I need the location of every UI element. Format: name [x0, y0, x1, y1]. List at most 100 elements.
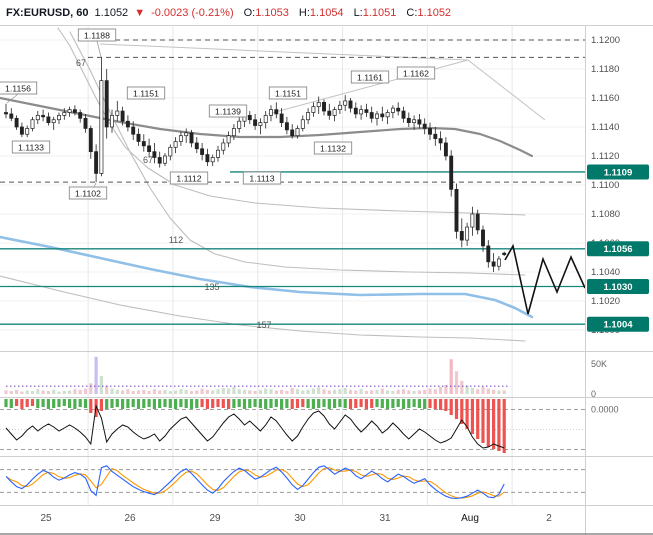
impulse-histogram-bar	[237, 399, 241, 407]
impulse-histogram-bar	[4, 399, 8, 407]
impulse-histogram-bar	[428, 399, 432, 408]
volume-tick-label: 0	[591, 389, 596, 399]
price-label-box[interactable]	[11, 140, 51, 154]
candle	[184, 132, 189, 137]
candle	[295, 128, 300, 137]
price-label-text: 1.1151	[133, 88, 159, 98]
volume-bar	[258, 389, 262, 394]
volume-bar	[492, 389, 496, 394]
impulse-histogram-bar	[168, 399, 172, 408]
impulse-histogram-bar	[274, 399, 278, 407]
curve-fan-157[interactable]	[0, 275, 526, 342]
annotation-leader-line	[96, 40, 102, 58]
volume-pane[interactable]	[4, 356, 511, 394]
price-label-box[interactable]	[242, 171, 282, 185]
candle	[428, 128, 432, 135]
impulse-histogram-bar	[338, 399, 342, 407]
impulse-histogram-bar	[221, 399, 225, 408]
impulse-histogram-bar	[258, 399, 262, 408]
price-label-text: 1.1132	[320, 143, 346, 153]
impulse-histogram-bar	[354, 399, 358, 408]
candle	[147, 145, 152, 153]
curve-fan-67[interactable]	[57, 27, 526, 216]
price-label-text: 1.1102	[75, 188, 101, 198]
volume-bar	[253, 391, 257, 394]
candle	[136, 133, 141, 142]
candle	[258, 122, 263, 126]
impulse-histogram-bar	[465, 399, 469, 429]
price-pane[interactable]	[0, 27, 585, 342]
impulse-histogram-bar	[68, 399, 72, 408]
change-value: -0.0023 (-0.21%)	[151, 6, 234, 19]
macd-pane[interactable]	[0, 399, 585, 453]
stochastic-pane[interactable]	[0, 465, 585, 500]
volume-bar	[481, 386, 485, 394]
volume-bar	[454, 371, 459, 394]
candle	[417, 119, 422, 125]
price-label-text: 1.1162	[403, 68, 429, 78]
volume-bar	[269, 389, 273, 394]
volume-bar	[142, 389, 146, 394]
price-label-box[interactable]	[313, 141, 353, 155]
price-tick-label: 1.1140	[591, 122, 619, 133]
candle	[25, 128, 30, 135]
volume-bar	[497, 390, 501, 394]
price-label-box[interactable]	[68, 186, 108, 200]
price-label-box[interactable]	[77, 28, 117, 42]
time-axis[interactable]: 25 26 29 30 31 Aug 2	[40, 513, 552, 524]
candle	[284, 122, 289, 131]
candle	[406, 117, 411, 124]
impulse-histogram-bar	[407, 399, 411, 408]
curve-fan-135[interactable]	[0, 235, 534, 319]
chart-header: FX:EURUSD, 60 1.1052 ▼ -0.0023 (-0.21%) …	[0, 0, 653, 25]
volume-bar	[195, 390, 199, 394]
impulse-histogram-bar	[386, 399, 390, 409]
impulse-histogram-bar	[401, 399, 406, 409]
price-label-box[interactable]	[396, 66, 436, 80]
symbol-title[interactable]: FX:EURUSD, 60	[6, 6, 89, 19]
price-label-box[interactable]	[169, 171, 209, 185]
candle	[348, 100, 353, 109]
time-tick-label: 25	[40, 513, 52, 524]
impulse-histogram-bar	[253, 399, 257, 407]
candle	[253, 119, 258, 126]
volume-bar	[62, 391, 66, 394]
impulse-histogram-bar	[216, 399, 220, 407]
candle	[141, 141, 146, 147]
price-axis[interactable]: 1.1200 1.1180 1.1160 1.1140 1.1120 1.1100 1.10…	[587, 35, 649, 415]
price-label-box[interactable]	[208, 104, 248, 118]
impulse-histogram-bar	[423, 399, 427, 409]
price-label-text: 1.1139	[215, 106, 241, 116]
volume-bar	[486, 388, 490, 394]
candle	[380, 113, 385, 118]
indicator-zero-label: 0.0000	[591, 405, 619, 415]
impulse-histogram-bar	[497, 399, 501, 451]
impulse-histogram-bar	[131, 399, 135, 407]
forecast-zigzag[interactable]	[504, 243, 585, 315]
volume-bar	[115, 389, 119, 394]
volume-bar	[359, 389, 363, 394]
curve-number-label: 135	[204, 282, 219, 292]
candle	[14, 117, 19, 128]
impulse-histogram-bar	[269, 399, 273, 408]
impulse-histogram-bar	[30, 399, 35, 406]
price-tick-label: 1.1100	[591, 180, 619, 191]
price-label-box[interactable]	[268, 86, 308, 100]
volume-bar	[386, 390, 390, 394]
price-label-box[interactable]	[0, 81, 38, 95]
trendline[interactable]	[467, 59, 546, 121]
candle	[327, 110, 332, 116]
impulse-histogram-bar	[46, 399, 50, 409]
candle	[343, 100, 348, 106]
candle	[51, 119, 56, 123]
price-label-box[interactable]	[350, 70, 390, 84]
volume-bar	[433, 389, 437, 394]
impulse-histogram-bar	[449, 399, 453, 415]
volume-bar	[348, 389, 353, 394]
price-gridlines	[0, 39, 585, 331]
volume-bar	[205, 389, 209, 394]
price-label-box[interactable]	[126, 86, 166, 100]
stochastic-k-line	[5, 465, 505, 500]
change-arrow-icon: ▼	[134, 6, 146, 19]
